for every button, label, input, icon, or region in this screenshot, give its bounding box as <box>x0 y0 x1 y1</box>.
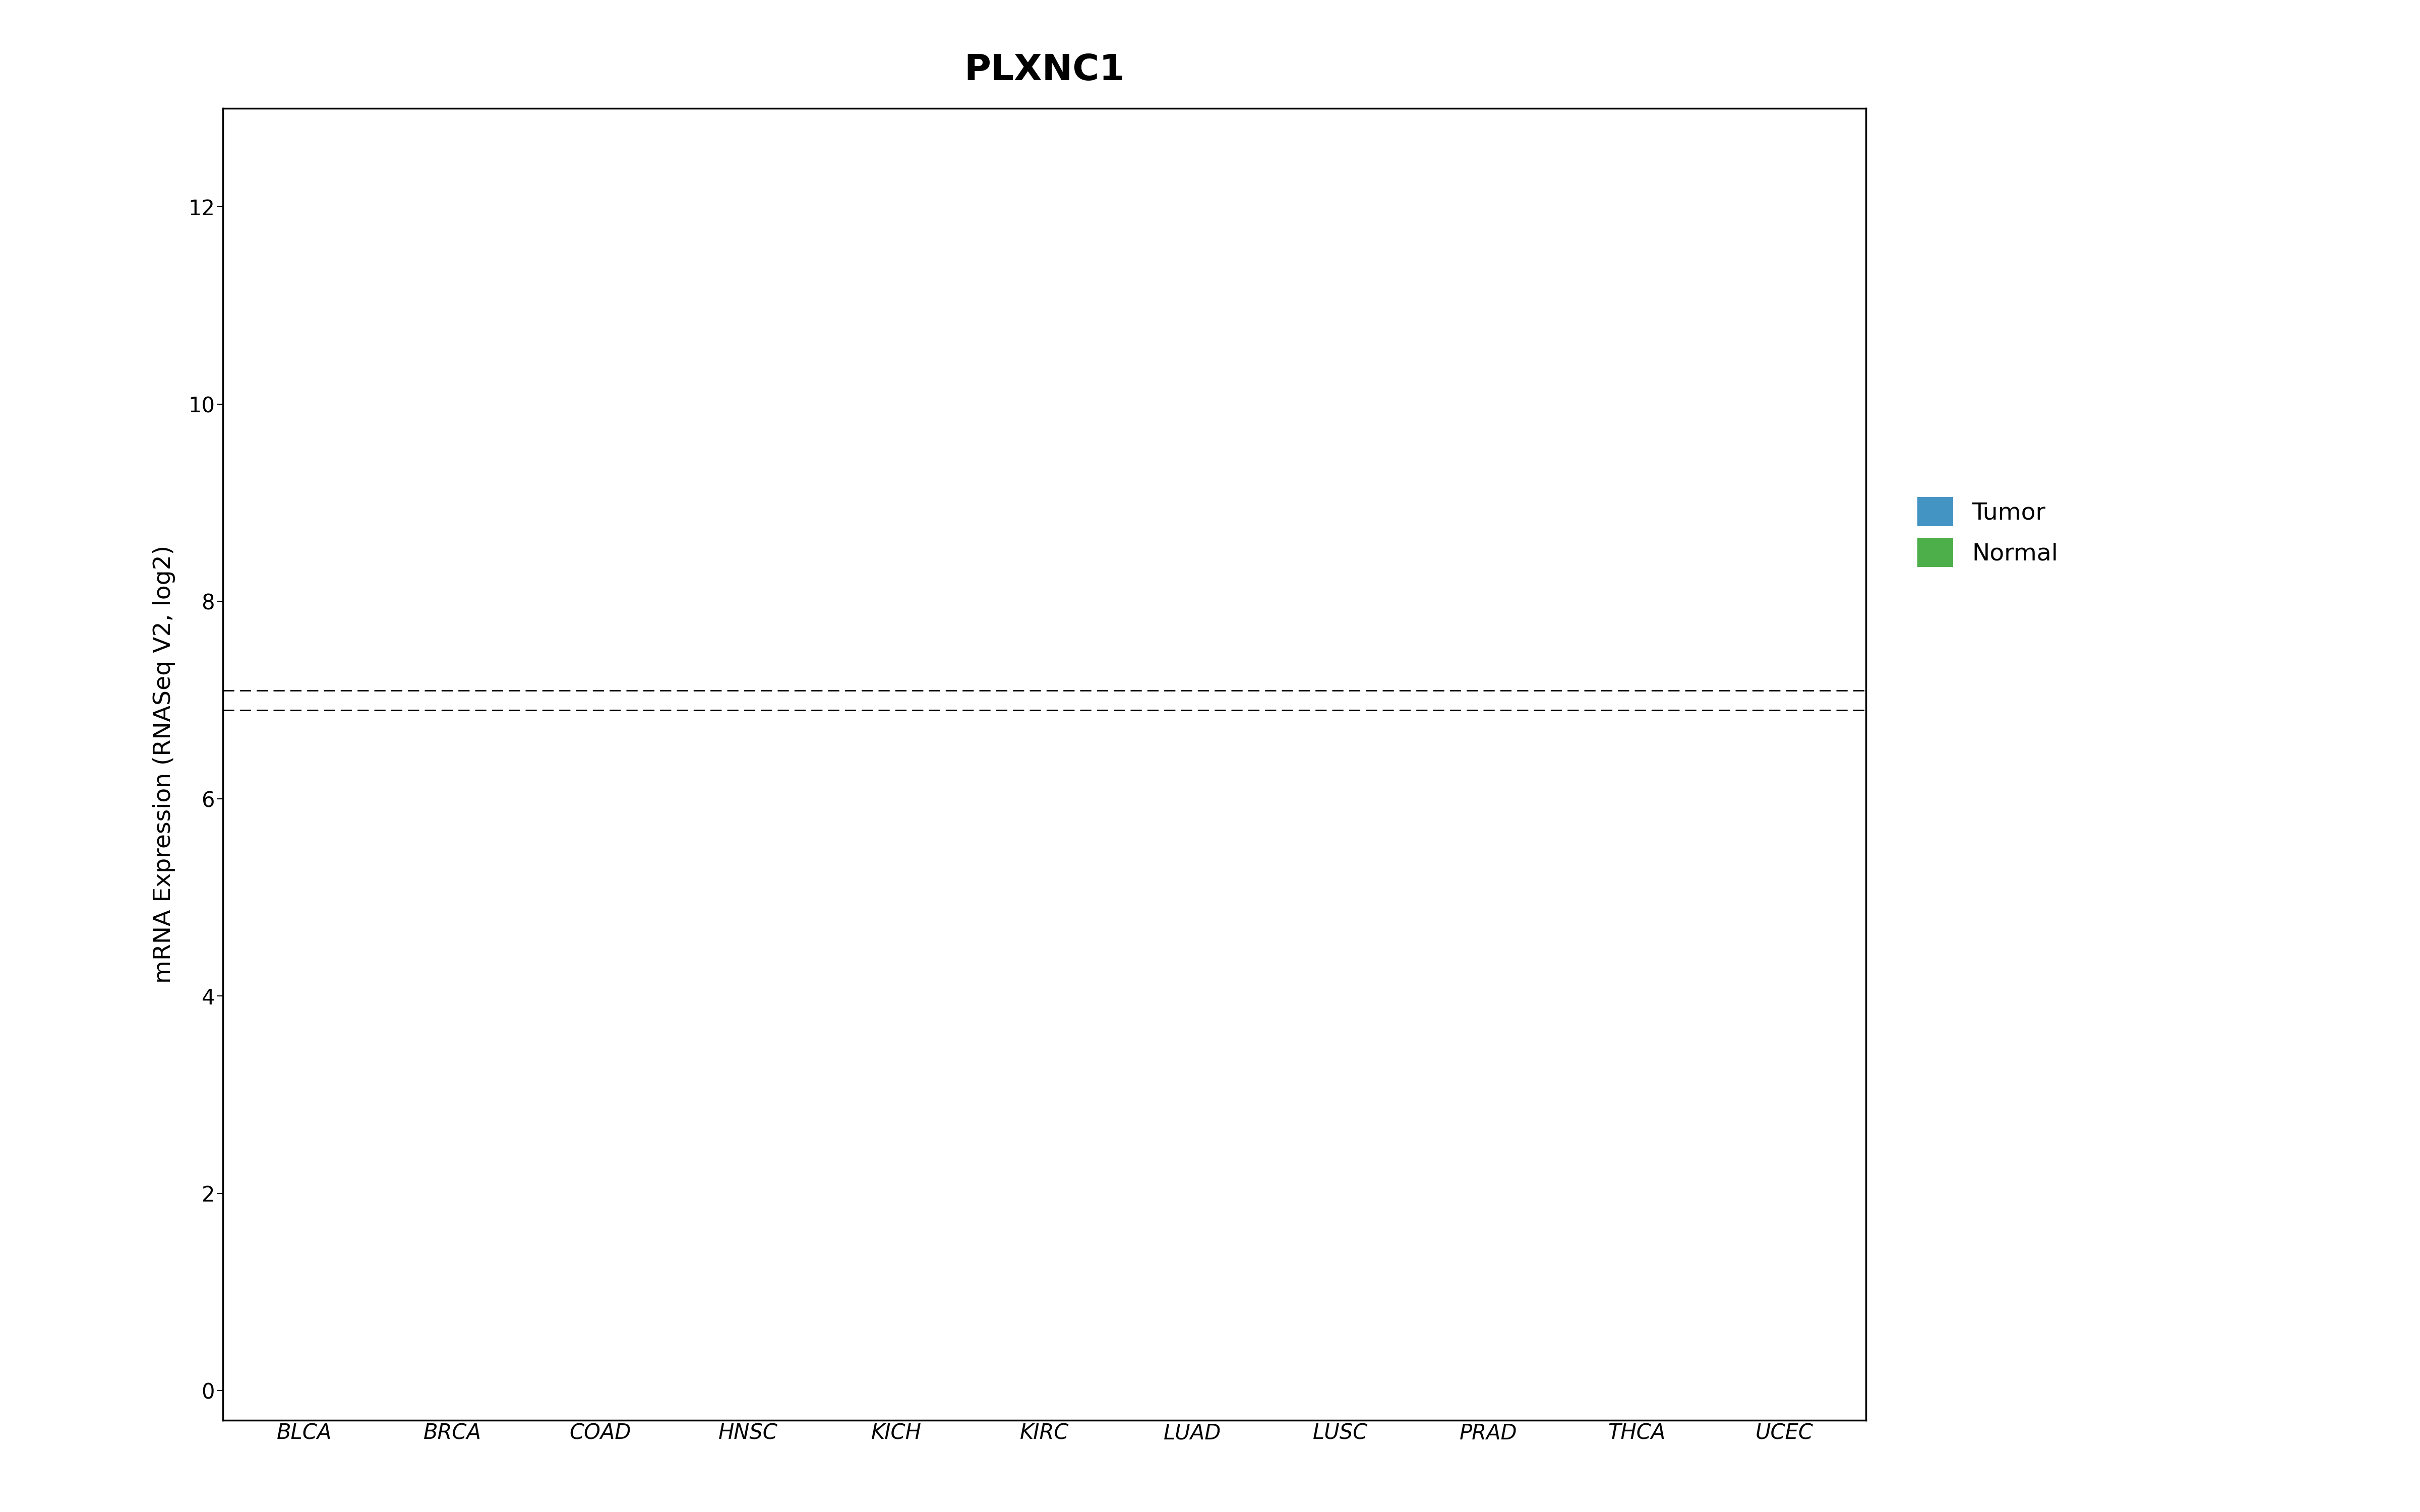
Title: PLXNC1: PLXNC1 <box>963 53 1125 88</box>
Legend: Tumor, Normal: Tumor, Normal <box>1907 487 2067 576</box>
Y-axis label: mRNA Expression (RNASeq V2, log2): mRNA Expression (RNASeq V2, log2) <box>152 546 174 983</box>
